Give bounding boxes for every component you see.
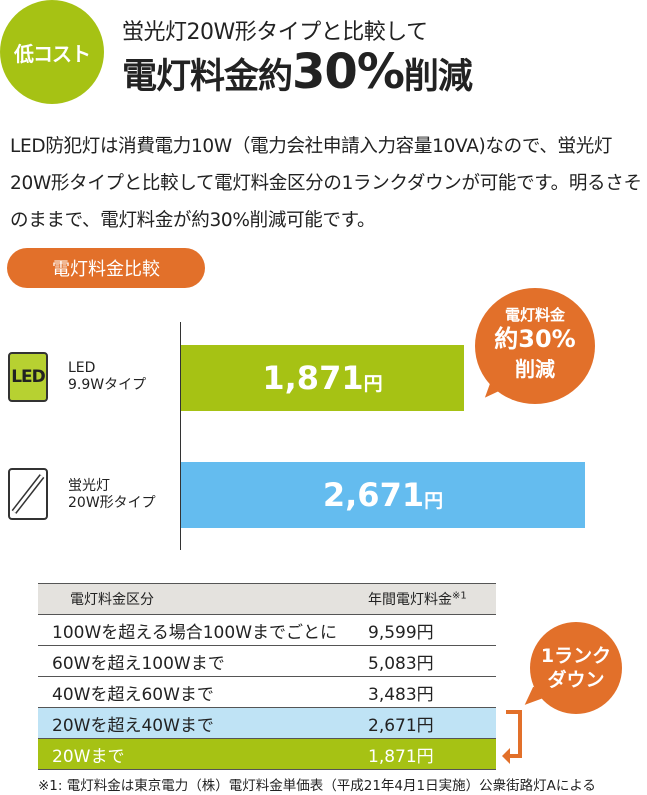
chart-axis — [180, 322, 181, 550]
bar-value-label: 2,671 — [322, 476, 425, 514]
footnote: ※1: 電灯料金は東京電力（株）電灯料金単価表（平成21年4月1日実施）公衆街路… — [38, 778, 596, 794]
savings-callout: 電灯料金 約30% 削減 — [475, 288, 595, 404]
bar-value-label: 1,871 — [262, 359, 364, 397]
bar-unit: 円 — [424, 489, 444, 512]
rank-down-arrow-icon — [502, 710, 522, 764]
rank-down-callout: 1ランク ダウン — [530, 622, 622, 714]
table-row-fluorescent: 20Wを超え40Wまで 2,671円 — [38, 707, 496, 739]
category-line2: 20W形タイプ — [68, 495, 156, 511]
table-header: 電灯料金区分 年間電灯料金※1 — [38, 583, 496, 615]
category-line2: 9.9Wタイプ — [68, 377, 147, 393]
page-title: 電灯料金約30%削減 — [122, 48, 473, 99]
title-post: 削減 — [403, 57, 473, 97]
callout-line2: 約30% — [494, 325, 576, 353]
section-label: 電灯料金比較 — [7, 248, 205, 288]
table-row: 40Wを超え60Wまで 3,483円 — [38, 676, 496, 708]
bar-led: 1,871 円 — [181, 345, 464, 411]
intro-paragraph: LED防犯灯は消費電力10W（電力会社申請入力容量10VA)なので、蛍光灯20W… — [10, 136, 642, 231]
table-row: 60Wを超え100Wまで 5,083円 — [38, 645, 496, 677]
header-annual: 年間電灯料金※1 — [368, 583, 496, 615]
led-icon: LED — [8, 352, 48, 402]
callout-line1: 電灯料金 — [504, 306, 565, 324]
title-percent: 30% — [292, 44, 405, 100]
table-row-led: 20Wまで 1,871円 — [38, 738, 496, 770]
fluorescent-tube-icon — [8, 468, 48, 520]
bar-unit: 円 — [363, 372, 383, 395]
low-cost-badge: 低コスト — [0, 0, 104, 104]
title-pre: 電灯料金約 — [122, 57, 293, 97]
header-category: 電灯料金区分 — [38, 583, 368, 615]
callout-line3: 削減 — [515, 357, 555, 381]
category-line1: 蛍光灯 — [68, 478, 110, 494]
category-line1: LED — [68, 360, 96, 376]
subtitle: 蛍光灯20W形タイプと比較して — [122, 20, 428, 45]
category-label-led: LED 9.9Wタイプ — [68, 360, 146, 394]
bar-fluorescent: 2,671 円 — [181, 462, 585, 528]
rate-table: 電灯料金区分 年間電灯料金※1 100Wを超える場合100Wまでごとに 9,599円… — [38, 583, 496, 770]
table-row: 100Wを超える場合100Wまでごとに 9,599円 — [38, 614, 496, 646]
category-label-fluorescent: 蛍光灯 20W形タイプ — [68, 478, 156, 512]
